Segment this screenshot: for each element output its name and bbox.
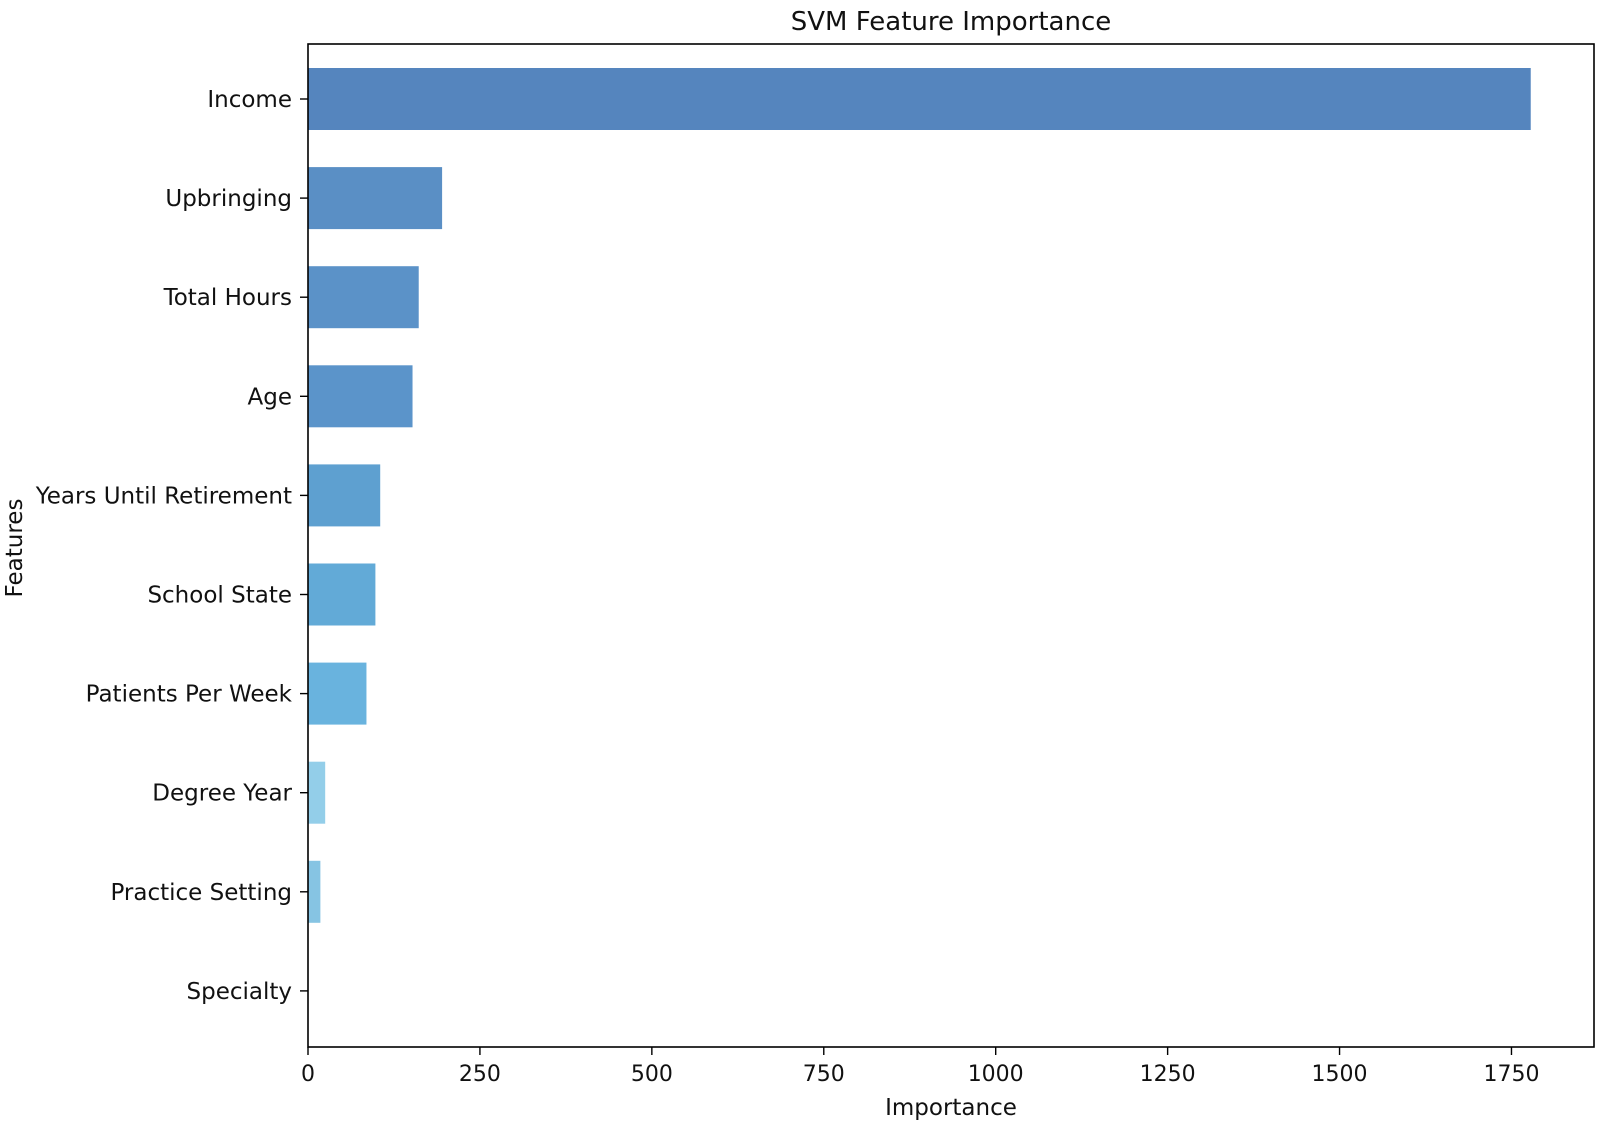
- bar-degree-year: [308, 761, 326, 824]
- bar-patients-per-week: [308, 662, 367, 725]
- plot-frame: [307, 43, 1595, 1048]
- x-tick-label: 1250: [1140, 1062, 1196, 1087]
- y-tick-label: Income: [207, 87, 292, 113]
- y-tick-label: Age: [248, 384, 292, 410]
- bar-total-hours: [308, 266, 419, 329]
- bars-layer: [308, 68, 1531, 923]
- y-ticks-layer: Income Upbringing Total Hours Age Years Unti…: [35, 87, 308, 1005]
- y-tick-label: Specialty: [187, 979, 293, 1005]
- x-axis-label: Importance: [885, 1095, 1017, 1121]
- bar-upbringing: [308, 167, 443, 230]
- chart-title: SVM Feature Importance: [791, 7, 1112, 37]
- y-tick-label: Patients Per Week: [86, 682, 293, 708]
- bar-years-until-retirement: [308, 464, 381, 527]
- x-tick-label: 750: [803, 1062, 845, 1087]
- y-tick-label: Years Until Retirement: [35, 483, 292, 509]
- x-tick-label: 1750: [1483, 1062, 1539, 1087]
- x-tick-label: 1000: [968, 1062, 1024, 1087]
- x-tick-label: 1500: [1312, 1062, 1368, 1087]
- y-tick-label: Upbringing: [165, 186, 292, 212]
- y-tick-label: School State: [147, 583, 292, 609]
- bar-school-state: [308, 563, 376, 626]
- bar-age: [308, 365, 413, 428]
- y-tick-label: Practice Setting: [110, 880, 292, 906]
- y-tick-label: Degree Year: [152, 781, 292, 807]
- x-tick-label: 0: [301, 1062, 315, 1087]
- bar-practice-setting: [308, 860, 321, 923]
- x-ticks-layer: 0 250 500 750 1000 1250 1500 1750: [301, 1047, 1539, 1087]
- bar-income: [308, 68, 1531, 130]
- x-tick-label: 500: [631, 1062, 673, 1087]
- y-tick-label: Total Hours: [163, 285, 292, 311]
- y-axis-label: Features: [2, 499, 28, 598]
- x-tick-label: 250: [459, 1062, 501, 1087]
